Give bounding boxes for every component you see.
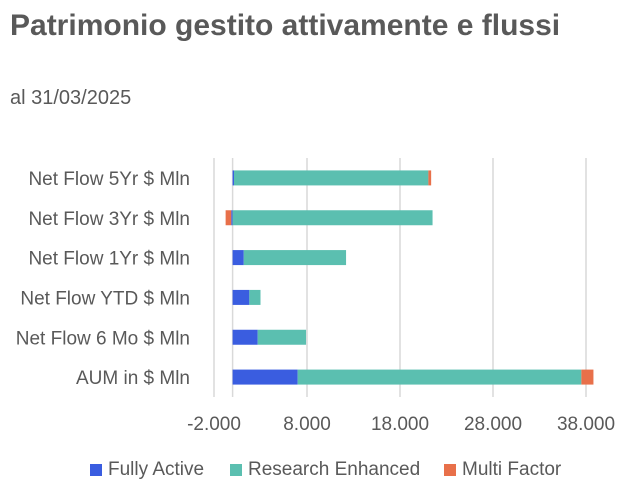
category-label: Net Flow 3Yr $ Mln [28,209,190,230]
bar-segment [232,170,234,186]
bar-segment [233,170,429,186]
bar-segment [231,210,233,226]
bar-segment [232,210,433,226]
legend-item: Research Enhanced [230,458,420,482]
chart-subtitle: al 31/03/2025 [10,87,132,109]
legend-swatch [444,464,456,476]
bar-segment [428,170,432,186]
bar-chart: -2.000 8.000 18.000 28.000 38.000 Net Flow 5Y… [16,158,615,435]
legend-swatch [90,464,102,476]
bar-segment [581,369,594,385]
x-tick-label: -2.000 [187,414,241,435]
bar-segment [257,329,307,345]
chart-legend: Fully Active Research Enhanced Multi Facto… [0,458,640,482]
bar-segment [249,289,261,305]
legend-item: Multi Factor [444,458,561,482]
bar-segment [232,329,258,345]
bar-segment [232,250,244,266]
category-label: Net Flow 1Yr $ Mln [28,249,190,270]
legend-item: Fully Active [90,458,204,482]
category-label: Net Flow YTD $ Mln [20,288,190,309]
category-label: Net Flow 5Yr $ Mln [28,169,190,190]
chart-title: Patrimonio gestito attivamente e flussi [10,9,561,42]
category-label: Net Flow 6 Mo $ Mln [16,328,190,349]
category-label: AUM in $ Mln [76,368,190,389]
legend-label: Fully Active [108,459,205,480]
bar-segment [243,250,347,266]
x-tick-label: 18.000 [371,414,429,435]
x-tick-label: 8.000 [283,414,331,435]
bar-segment [225,210,232,226]
legend-label: Research Enhanced [248,459,421,480]
legend-label: Multi Factor [462,459,562,480]
legend-swatch [230,464,242,476]
x-tick-label: 28.000 [464,414,522,435]
bar-segment [297,369,582,385]
x-tick-label: 38.000 [557,414,615,435]
bar-segment [232,369,298,385]
bar-segment [232,289,250,305]
